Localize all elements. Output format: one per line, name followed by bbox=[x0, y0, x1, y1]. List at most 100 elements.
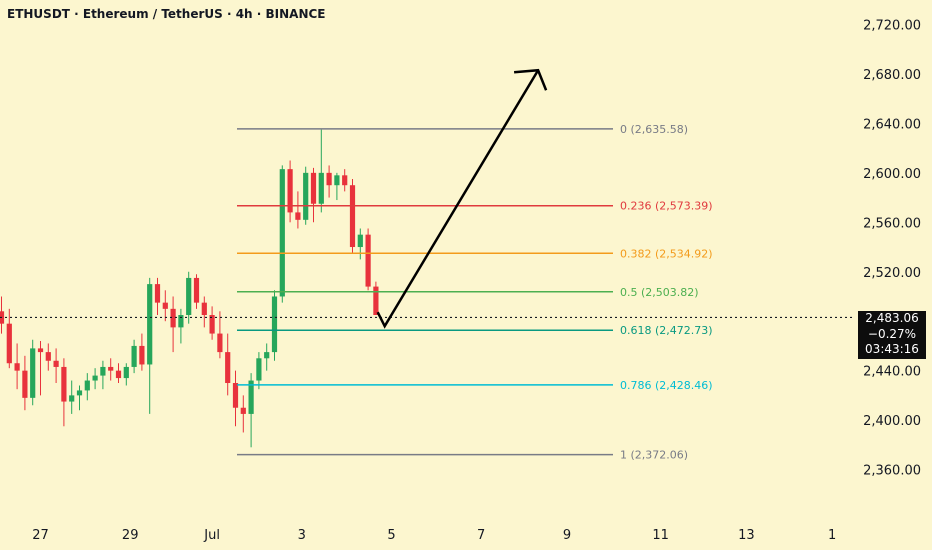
candle-body bbox=[14, 363, 20, 371]
candle-body bbox=[193, 277, 200, 303]
candle bbox=[115, 363, 122, 384]
candle-body bbox=[30, 348, 36, 398]
fib-label: 0.236 (2,573.39) bbox=[620, 200, 713, 213]
candle bbox=[69, 380, 75, 414]
candle-body bbox=[201, 302, 207, 316]
candle bbox=[217, 311, 223, 359]
candle-body bbox=[373, 286, 379, 316]
candle bbox=[139, 333, 145, 371]
candle-body bbox=[139, 345, 145, 365]
candle-body bbox=[225, 352, 231, 384]
candle bbox=[154, 277, 161, 316]
candle-body bbox=[37, 348, 44, 353]
y-tick-label: 2,520.00 bbox=[863, 266, 921, 281]
candle-body bbox=[295, 212, 301, 220]
candle bbox=[0, 296, 5, 334]
price-axis[interactable]: 2,360.002,400.002,440.002,480.002,520.00… bbox=[863, 19, 921, 479]
candle-body bbox=[45, 352, 51, 361]
fib-level[interactable]: 0.618 (2,472.73) bbox=[237, 324, 713, 337]
symbol-title[interactable]: ETHUSDT · Ethereum / TetherUS · 4h · BIN… bbox=[7, 7, 326, 21]
x-tick-label: 7 bbox=[477, 528, 485, 543]
candle-body bbox=[248, 380, 254, 414]
candle-body bbox=[365, 234, 371, 287]
candle bbox=[225, 333, 231, 396]
candle bbox=[84, 373, 90, 401]
y-tick-label: 2,640.00 bbox=[863, 117, 921, 132]
fib-label: 0.786 (2,428.46) bbox=[620, 379, 713, 392]
x-tick-label: 11 bbox=[652, 528, 669, 543]
candle bbox=[373, 281, 379, 316]
fib-level[interactable]: 0.382 (2,534.92) bbox=[237, 247, 713, 260]
fib-level[interactable]: 0.236 (2,573.39) bbox=[237, 200, 713, 213]
fib-level[interactable]: 0.5 (2,503.82) bbox=[237, 286, 699, 299]
candle bbox=[147, 277, 153, 414]
x-tick-label: Jul bbox=[203, 528, 220, 543]
candle bbox=[108, 358, 114, 381]
candle bbox=[61, 358, 67, 427]
candle bbox=[264, 343, 270, 371]
last-price-value: 2,483.06 bbox=[865, 311, 919, 325]
fib-level[interactable]: 1 (2,372.06) bbox=[237, 449, 688, 462]
candle bbox=[349, 179, 356, 254]
fib-level[interactable]: 0.786 (2,428.46) bbox=[237, 379, 713, 392]
fib-label: 1 (2,372.06) bbox=[620, 449, 688, 462]
candle-body bbox=[217, 333, 223, 353]
candle-body bbox=[147, 284, 153, 365]
projection-arrowhead[interactable] bbox=[513, 68, 548, 91]
candle-body bbox=[0, 311, 5, 324]
candle-body bbox=[178, 315, 184, 328]
candle bbox=[279, 165, 285, 303]
candle-body bbox=[256, 358, 262, 381]
candle bbox=[14, 343, 20, 390]
fib-label: 0 (2,635.58) bbox=[620, 123, 688, 136]
candle bbox=[295, 191, 301, 229]
candle-body bbox=[22, 370, 28, 398]
y-tick-label: 2,360.00 bbox=[863, 464, 921, 479]
candle-body bbox=[115, 370, 122, 379]
projection-arrow[interactable] bbox=[376, 69, 540, 329]
x-tick-label: 5 bbox=[387, 528, 395, 543]
candle bbox=[365, 228, 371, 291]
candle-body bbox=[162, 302, 168, 309]
y-tick-label: 2,440.00 bbox=[863, 365, 921, 380]
x-tick-label: 29 bbox=[122, 528, 139, 543]
candle-body bbox=[170, 308, 176, 328]
candle bbox=[170, 296, 176, 353]
candle-body bbox=[131, 345, 137, 367]
fib-label: 0.618 (2,472.73) bbox=[620, 324, 713, 337]
fib-label: 0.382 (2,534.92) bbox=[620, 247, 713, 260]
candle-body bbox=[186, 277, 192, 316]
candle bbox=[318, 129, 324, 213]
y-tick-label: 2,600.00 bbox=[863, 167, 921, 182]
candle bbox=[201, 296, 207, 328]
x-tick-label: 27 bbox=[32, 528, 49, 543]
x-tick-label: 3 bbox=[298, 528, 306, 543]
candle-body bbox=[240, 407, 246, 414]
plot-area: 0 (2,635.58) 0.236 (2,573.39) 0.382 (2,534… bbox=[0, 68, 855, 462]
candle-body bbox=[76, 390, 83, 396]
candle bbox=[287, 160, 293, 223]
candle-body bbox=[84, 380, 90, 391]
fib-level[interactable]: 0 (2,635.58) bbox=[237, 123, 688, 136]
candle bbox=[271, 290, 278, 361]
last-price-badge: 2,483.06 −0.27% 03:43:16 bbox=[858, 311, 926, 359]
candle bbox=[123, 363, 129, 386]
candle bbox=[53, 348, 59, 384]
candle bbox=[6, 308, 12, 369]
candle bbox=[240, 395, 246, 433]
candle bbox=[310, 167, 317, 223]
x-tick-label: 9 bbox=[563, 528, 571, 543]
candle-body bbox=[232, 383, 239, 408]
candle-body bbox=[318, 172, 324, 204]
time-axis[interactable]: 27 29 Jul 3 5 7 9 11 13 1 bbox=[32, 528, 836, 543]
candle-body bbox=[53, 360, 59, 367]
candle-body bbox=[123, 366, 129, 379]
candle-body bbox=[61, 366, 67, 402]
y-tick-label: 2,400.00 bbox=[863, 414, 921, 429]
candle bbox=[22, 355, 28, 411]
candle-body bbox=[279, 169, 285, 297]
candle-body bbox=[100, 366, 106, 376]
candle bbox=[342, 169, 348, 192]
